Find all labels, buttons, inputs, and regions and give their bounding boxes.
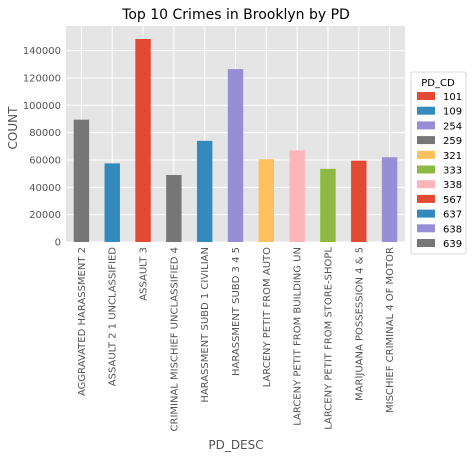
bar [104, 163, 120, 242]
y-tick-label: 20000 [29, 210, 61, 221]
legend-label: 639 [443, 239, 462, 250]
legend-frame [410, 71, 467, 255]
legend-swatch [417, 165, 435, 174]
bar [320, 168, 336, 242]
legend-swatch [417, 106, 435, 115]
bar [73, 119, 90, 242]
legend-label: 333 [443, 166, 462, 177]
x-tick-label: LARCENY PETIT FROM STORE-SHOPL [323, 247, 334, 430]
legend-swatch [417, 92, 435, 100]
legend-swatch [417, 209, 435, 218]
y-tick-label: 120000 [23, 73, 61, 84]
legend-label: 338 [443, 180, 462, 191]
legend-label: 567 [443, 195, 462, 206]
legend-swatch [417, 121, 435, 130]
x-tick-label: ASSAULT 2 1 UNCLASSIFIED [108, 247, 119, 387]
legend-swatch [417, 194, 435, 203]
y-tick-label: 80000 [29, 128, 61, 139]
bar [351, 160, 367, 242]
x-tick-label: LARCENY PETIT FROM BUILDING UN [293, 247, 304, 426]
bar [166, 175, 182, 242]
legend-swatch [417, 150, 435, 159]
bar [135, 38, 151, 243]
bar [196, 140, 213, 242]
legend-label: 254 [443, 121, 462, 132]
x-tick-label: LARCENY PETIT FROM AUTO [262, 247, 273, 388]
y-tick-label: 60000 [29, 155, 61, 166]
legend-swatch [417, 136, 435, 145]
bar [381, 157, 398, 242]
y-tick-label: 0 [55, 238, 61, 249]
x-tick-label: MISCHIEF CRIMINAL 4 OF MOTOR [385, 247, 396, 413]
bar [227, 69, 244, 242]
bar [258, 159, 275, 242]
x-tick-label: HARASSMENT SUBD 1 CIVILIAN [200, 247, 211, 403]
bar [289, 150, 305, 242]
legend-swatch [417, 180, 435, 189]
y-tick-label: 100000 [23, 101, 61, 112]
y-tick-label: 140000 [23, 46, 61, 57]
y-tick-label: 40000 [29, 183, 61, 194]
y-axis-title: COUNT [6, 106, 20, 150]
x-axis-title: PD_DESC [208, 438, 263, 452]
legend-swatch [417, 224, 435, 233]
legend-label: 109 [443, 107, 462, 118]
x-tick-label: CRIMINAL MISCHIEF UNCLASSIFIED 4 [169, 247, 180, 431]
legend-swatch [417, 239, 435, 247]
x-tick-label: MARIJUANA POSSESSION 4 & 5 [354, 247, 365, 401]
legend-items: 101 109 254 259 321 333 338 567 637 638 639 [417, 92, 462, 250]
x-tick-label: HARASSMENT SUBD 3 4 5 [231, 247, 242, 376]
legend-label: 637 [443, 210, 462, 221]
x-tick-label: AGGRAVATED HARASSMENT 2 [77, 247, 88, 396]
legend: PD_CD 101 109 254 259 321 333 338 567 637 638 639 [410, 71, 467, 255]
plot-area: 0 20000 40000 60000 80000 100000 120000 140000 A… [23, 26, 405, 431]
chart-title: Top 10 Crimes in Brooklyn by PD [121, 7, 350, 23]
legend-label: 638 [443, 224, 462, 235]
legend-label: 259 [443, 136, 462, 147]
legend-title: PD_CD [421, 78, 455, 89]
legend-label: 101 [443, 92, 462, 103]
x-tick-label: ASSAULT 3 [139, 247, 150, 301]
legend-label: 321 [443, 151, 462, 162]
